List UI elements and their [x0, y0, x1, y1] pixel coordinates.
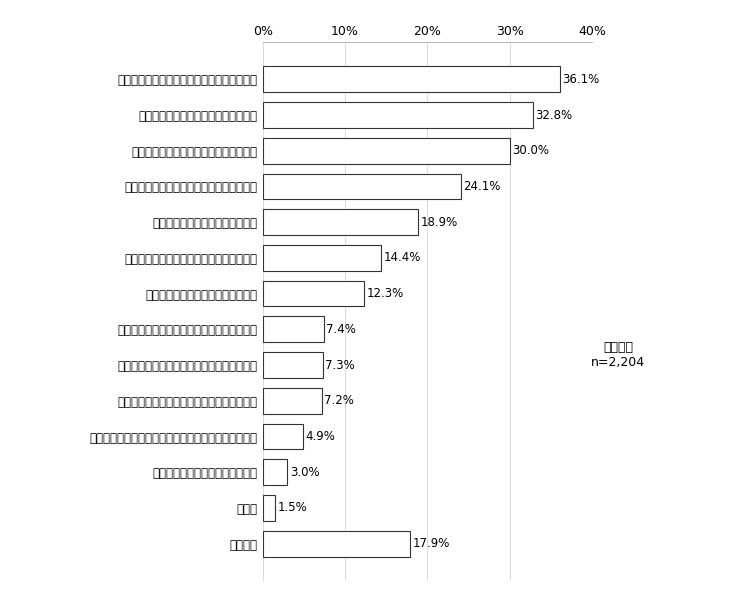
Text: 30.0%: 30.0% [512, 144, 549, 157]
Bar [263, 66, 560, 92]
Bar [263, 495, 275, 521]
Bar [263, 245, 381, 271]
Bar [263, 352, 323, 378]
Text: 4.9%: 4.9% [306, 430, 335, 443]
Text: 7.4%: 7.4% [326, 323, 356, 336]
Bar [263, 102, 533, 128]
Bar [263, 138, 510, 164]
Text: 7.2%: 7.2% [324, 394, 354, 407]
Text: 1.5%: 1.5% [278, 501, 307, 515]
Text: 7.3%: 7.3% [326, 359, 355, 371]
Bar [263, 388, 322, 414]
Text: 12.3%: 12.3% [366, 287, 404, 300]
Text: 36.1%: 36.1% [562, 73, 599, 86]
Text: 18.9%: 18.9% [421, 216, 458, 229]
Bar [263, 174, 461, 199]
Text: 14.4%: 14.4% [384, 252, 421, 264]
Text: 32.8%: 32.8% [535, 108, 572, 122]
Bar [263, 531, 410, 556]
Bar [263, 209, 418, 235]
Text: 今回調査
n=2,204: 今回調査 n=2,204 [591, 341, 645, 368]
Bar [263, 316, 323, 342]
Bar [263, 423, 303, 449]
Text: 3.0%: 3.0% [290, 466, 320, 479]
Bar [263, 459, 287, 485]
Text: 24.1%: 24.1% [463, 180, 501, 193]
Text: 17.9%: 17.9% [412, 537, 450, 550]
Bar [263, 281, 364, 307]
